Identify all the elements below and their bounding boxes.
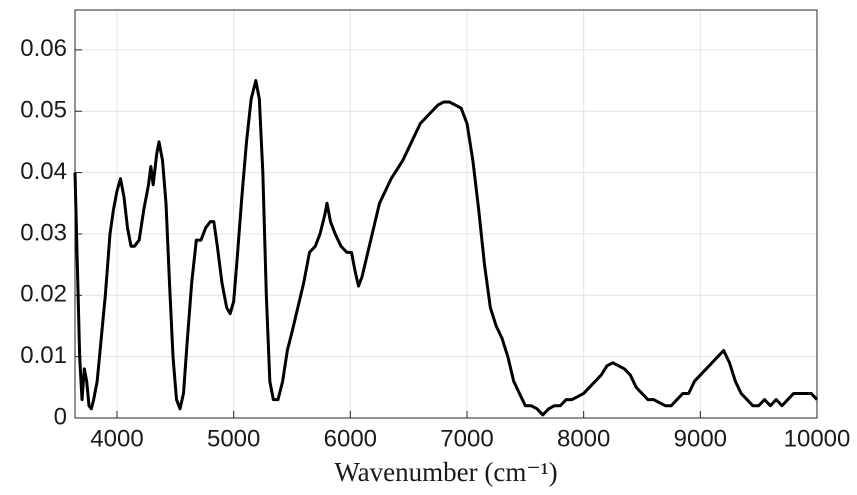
y-tick-label: 0.02	[20, 281, 67, 308]
y-tick-label: 0.06	[20, 35, 67, 62]
x-tick-label: 6000	[324, 425, 377, 452]
y-tick-label: 0.05	[20, 97, 67, 124]
spectrum-line	[73, 79, 819, 417]
x-tick-label: 5000	[207, 425, 260, 452]
x-tick-label: 10000	[784, 425, 851, 452]
x-tick-label: 8000	[557, 425, 610, 452]
x-tick-label: 4000	[90, 425, 143, 452]
y-tick-label: 0.03	[20, 219, 67, 246]
x-tick-label: 7000	[440, 425, 493, 452]
x-axis-label: Wavenumber (cm⁻¹)	[334, 457, 557, 487]
x-tick-label: 9000	[674, 425, 727, 452]
y-tick-label: 0.01	[20, 342, 67, 369]
y-tick-label: 0	[54, 403, 67, 430]
y-tick-label: 0.04	[20, 158, 67, 185]
